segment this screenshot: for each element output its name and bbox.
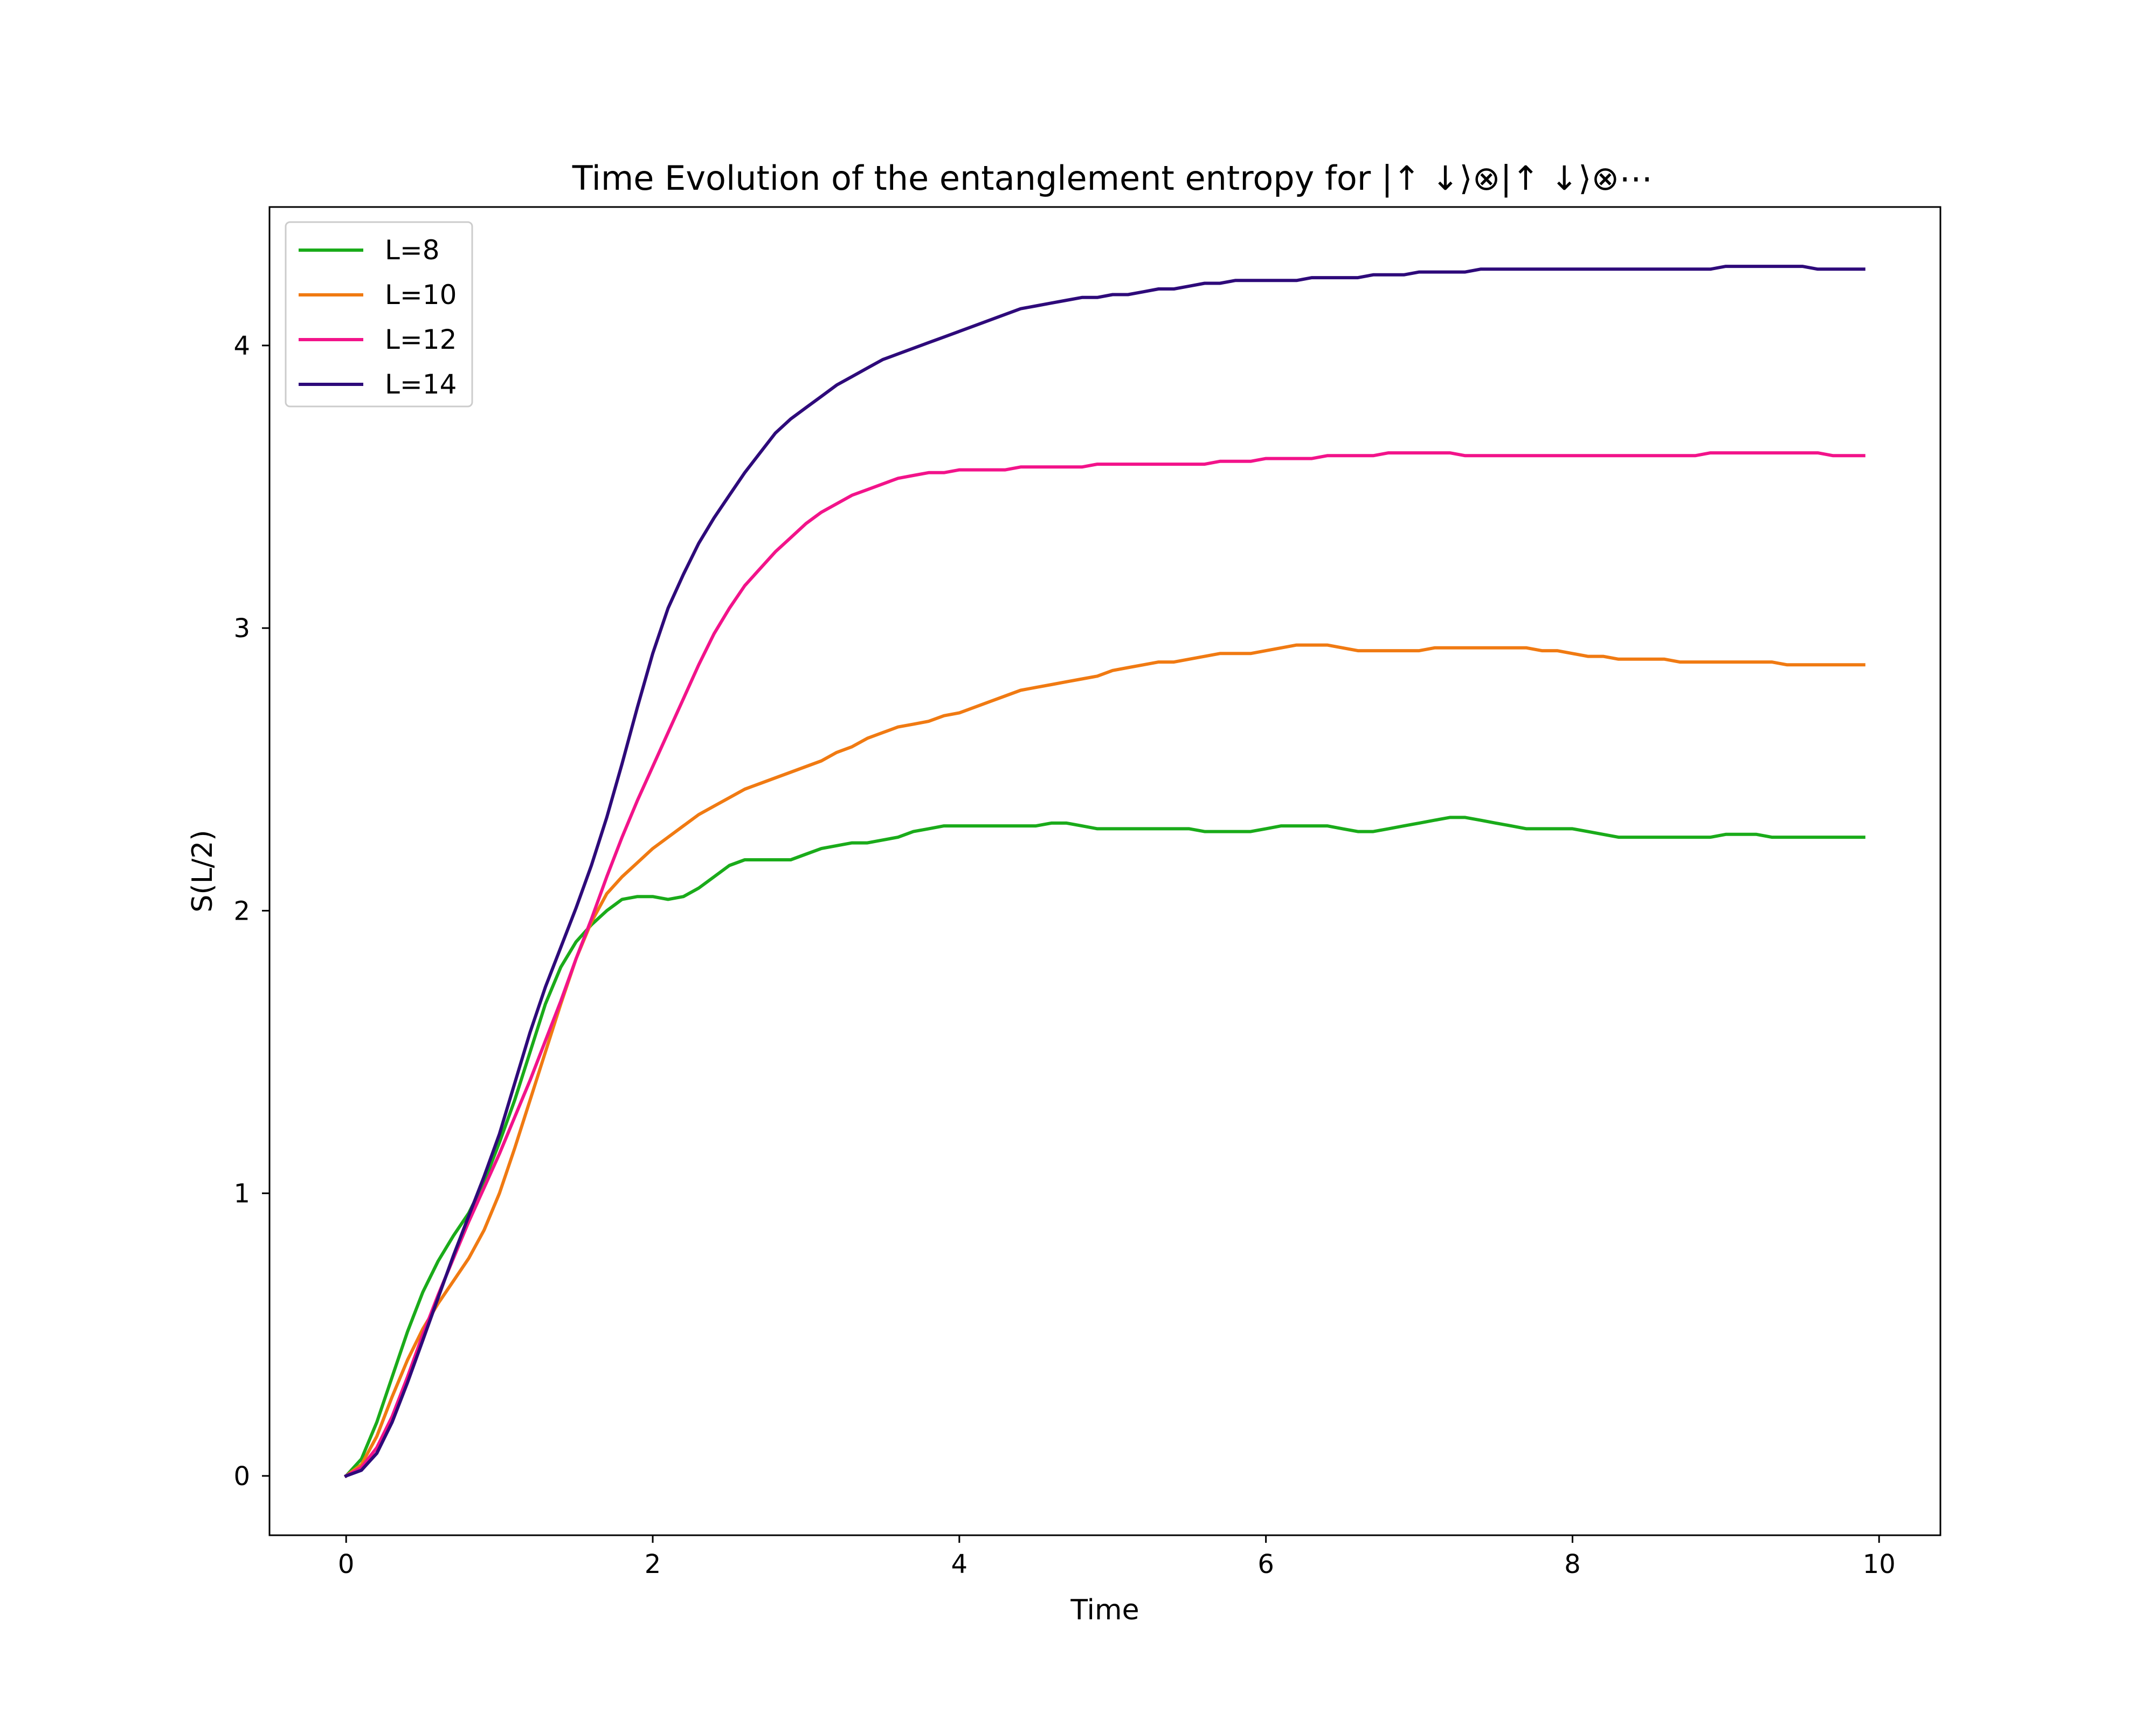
y-axis-label: S(L/2) <box>186 830 219 912</box>
x-tick-label: 8 <box>1564 1549 1581 1579</box>
x-axis: 0 2 4 6 8 10 <box>338 1535 1896 1579</box>
y-tick-label: 2 <box>233 896 250 926</box>
series-line-l-8 <box>343 816 1865 1479</box>
x-axis-label: Time <box>1070 1594 1139 1626</box>
x-tick-label: 6 <box>1257 1549 1274 1579</box>
series-line-l-14 <box>344 265 1865 1478</box>
y-axis: 0 1 2 3 4 <box>233 331 270 1492</box>
x-tick-label: 2 <box>645 1549 661 1579</box>
legend-label: L=12 <box>385 324 457 355</box>
legend-label: L=8 <box>385 234 440 266</box>
legend: L=8 L=10 L=12 L=14 <box>285 221 473 408</box>
x-tick-label: 10 <box>1863 1549 1896 1579</box>
y-tick-label: 4 <box>233 331 250 361</box>
series-line-l-10 <box>344 643 1865 1479</box>
x-tick-label: 4 <box>951 1549 968 1579</box>
series-line-l-12 <box>344 451 1865 1478</box>
chart-title: Time Evolution of the entanglement entro… <box>572 158 1653 198</box>
x-tick-label: 0 <box>338 1549 355 1579</box>
y-tick-label: 0 <box>233 1461 250 1492</box>
legend-label: L=14 <box>385 369 457 400</box>
y-tick-label: 1 <box>233 1179 250 1209</box>
plot-area-frame <box>268 206 1941 1536</box>
y-tick-label: 3 <box>233 613 250 644</box>
legend-label: L=10 <box>385 279 457 310</box>
legend-frame <box>285 221 473 408</box>
series-layer <box>343 265 1865 1479</box>
